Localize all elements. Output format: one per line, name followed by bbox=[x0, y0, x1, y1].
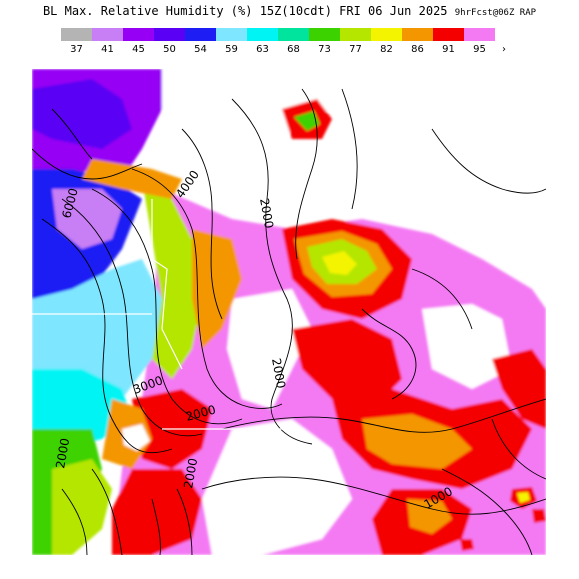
legend-color-box bbox=[154, 28, 185, 41]
legend-label: 63 bbox=[256, 44, 269, 55]
legend-swatch: 73 bbox=[309, 28, 340, 59]
contour-line bbox=[91, 468, 123, 555]
legend-label: 95 bbox=[473, 44, 486, 55]
legend-swatch: 54 bbox=[185, 28, 216, 59]
legend-label: 59 bbox=[225, 44, 238, 55]
contour-line bbox=[61, 198, 203, 437]
legend-label: 73 bbox=[318, 44, 331, 55]
contour-label-2000-north: 2000 bbox=[257, 197, 276, 230]
border-line bbox=[151, 199, 183, 370]
contour-line bbox=[441, 468, 533, 555]
legend-swatch: 37 bbox=[61, 28, 92, 59]
legend-color-box bbox=[371, 28, 402, 41]
legend-label: 41 bbox=[101, 44, 114, 55]
legend-color-box bbox=[464, 28, 495, 41]
legend-label: 68 bbox=[287, 44, 300, 55]
legend-color-box bbox=[402, 28, 433, 41]
legend-swatch: 45 bbox=[123, 28, 154, 59]
contour-label-2000-south: 2000 bbox=[181, 457, 200, 490]
contour-line bbox=[361, 308, 417, 400]
legend-color-box bbox=[247, 28, 278, 41]
humidity-fill-layer bbox=[32, 69, 546, 555]
legend-label: 77 bbox=[349, 44, 362, 55]
legend-color-box bbox=[309, 28, 340, 41]
legend-swatch: 59 bbox=[216, 28, 247, 59]
contour-label-2000-central: 2000 bbox=[269, 357, 288, 390]
legend-label: 91 bbox=[442, 44, 455, 55]
contour-line bbox=[32, 148, 143, 180]
legend-label: 54 bbox=[194, 44, 207, 55]
contour-line bbox=[295, 88, 318, 260]
contour-line bbox=[176, 488, 193, 555]
legend-swatch: 41 bbox=[92, 28, 123, 59]
legend-swatch: 77 bbox=[340, 28, 371, 59]
contour-line bbox=[131, 168, 283, 409]
contour-line bbox=[231, 98, 313, 445]
contour-line bbox=[341, 88, 358, 210]
legend-color-box bbox=[216, 28, 247, 41]
legend-label: 86 bbox=[411, 44, 424, 55]
color-scale-legend: 37 41 45 50 54 59 63 68 73 77 82 86 91 95 bbox=[61, 28, 495, 59]
contour-line bbox=[51, 108, 93, 160]
contour-line bbox=[491, 418, 546, 480]
legend-swatch: 95 bbox=[464, 28, 495, 59]
color-scale-end-marker: › bbox=[502, 44, 506, 55]
contour-line bbox=[151, 498, 161, 555]
contour-line bbox=[431, 128, 546, 194]
legend-swatch: 68 bbox=[278, 28, 309, 59]
legend-label: 50 bbox=[163, 44, 176, 55]
contour-line bbox=[221, 398, 546, 433]
legend-swatch: 82 bbox=[371, 28, 402, 59]
legend-color-box bbox=[340, 28, 371, 41]
legend-color-box bbox=[92, 28, 123, 41]
humidity-map: 6000 4000 2000 2000 3000 2000 2000 2000 … bbox=[32, 69, 546, 555]
legend-label: 82 bbox=[380, 44, 393, 55]
contour-line bbox=[61, 488, 88, 555]
legend-color-box bbox=[433, 28, 464, 41]
legend-color-box bbox=[61, 28, 92, 41]
legend-color-box bbox=[185, 28, 216, 41]
map-title-meta: 9hrFcst@06Z RAP bbox=[454, 8, 537, 18]
map-title: BL Max. Relative Humidity (%) 15Z(10cdt)… bbox=[0, 4, 579, 18]
legend-swatch: 63 bbox=[247, 28, 278, 59]
legend-color-box bbox=[278, 28, 309, 41]
map-title-main: BL Max. Relative Humidity (%) 15Z(10cdt)… bbox=[42, 4, 448, 18]
legend-color-box bbox=[123, 28, 154, 41]
border-lines bbox=[32, 199, 292, 430]
contour-line bbox=[201, 476, 546, 515]
contour-label-2000-southwest: 2000 bbox=[53, 437, 72, 470]
height-contours bbox=[32, 88, 546, 555]
contour-line bbox=[181, 128, 223, 320]
legend-label: 37 bbox=[70, 44, 83, 55]
legend-swatch: 91 bbox=[433, 28, 464, 59]
contour-line bbox=[91, 188, 243, 425]
legend-swatch: 86 bbox=[402, 28, 433, 59]
legend-swatch: 50 bbox=[154, 28, 185, 59]
legend-label: 45 bbox=[132, 44, 145, 55]
contour-line bbox=[41, 218, 173, 454]
contour-line bbox=[411, 268, 473, 330]
